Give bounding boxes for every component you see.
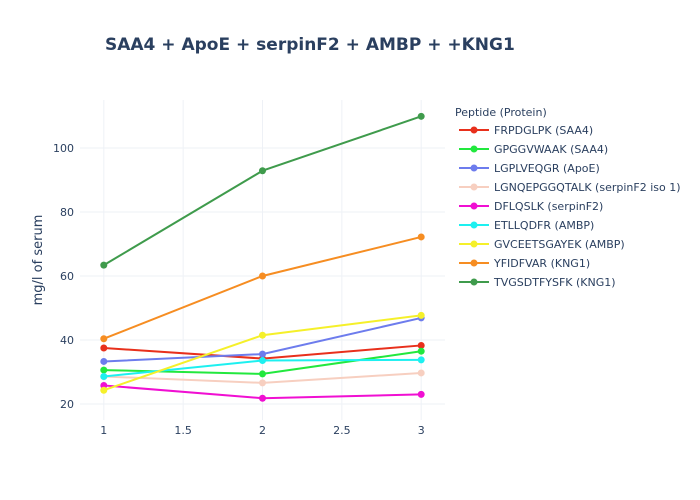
data-point[interactable] [100, 357, 108, 365]
y-axis-ticks: 20 40 60 80 100 [53, 142, 74, 411]
legend-item[interactable]: ETLLQDFR (AMBP) [459, 219, 594, 232]
data-point[interactable] [259, 394, 266, 402]
data-point[interactable] [259, 167, 266, 175]
series-9[interactable] [100, 112, 425, 269]
x-tick-label: 1 [100, 424, 107, 437]
legend[interactable]: Peptide (Protein) FRPDGLPK (SAA4) GPGGVWA… [455, 106, 681, 289]
legend-label: FRPDGLPK (SAA4) [494, 124, 593, 137]
y-tick-label: 40 [60, 334, 74, 347]
series-8[interactable] [100, 233, 425, 343]
legend-swatch-marker [470, 164, 478, 172]
legend-item[interactable]: TVGSDTFYSFK (KNG1) [459, 276, 616, 289]
data-point[interactable] [100, 381, 108, 389]
legend-swatch-marker [470, 278, 478, 286]
data-point[interactable] [259, 331, 266, 339]
x-tick-label: 3 [418, 424, 425, 437]
legend-swatch-marker [470, 126, 478, 134]
y-tick-label: 80 [60, 206, 74, 219]
legend-swatch-marker [470, 240, 478, 248]
legend-swatch-marker [470, 183, 478, 191]
data-point[interactable] [259, 370, 266, 378]
data-point[interactable] [100, 366, 108, 374]
series-5[interactable] [100, 381, 425, 402]
legend-label: ETLLQDFR (AMBP) [494, 219, 594, 232]
y-axis-label: mg/l of serum [31, 215, 46, 306]
y-tick-label: 100 [53, 142, 74, 155]
data-point[interactable] [417, 390, 425, 398]
legend-item[interactable]: GVCEETSGAYEK (AMBP) [459, 238, 625, 251]
legend-swatch-marker [470, 202, 478, 210]
legend-item[interactable]: LGNQEPGGQTALK (serpinF2 iso 1) [459, 181, 681, 194]
series-lines [100, 112, 425, 402]
data-point[interactable] [259, 379, 266, 387]
legend-label: TVGSDTFYSFK (KNG1) [493, 276, 616, 289]
legend-swatch-marker [470, 221, 478, 229]
data-point[interactable] [417, 233, 425, 241]
data-point[interactable] [259, 272, 266, 280]
grid-lines [80, 100, 445, 420]
data-point[interactable] [417, 356, 425, 364]
x-tick-label: 2.5 [333, 424, 351, 437]
legend-label: GVCEETSGAYEK (AMBP) [494, 238, 625, 251]
y-tick-label: 60 [60, 270, 74, 283]
series-7[interactable] [100, 311, 425, 394]
data-point[interactable] [417, 347, 425, 355]
data-point[interactable] [417, 311, 425, 319]
legend-label: LGPLVEQGR (ApoE) [494, 162, 600, 175]
data-point[interactable] [259, 356, 266, 364]
data-point[interactable] [259, 350, 266, 358]
chart-title: SAA4 + ApoE + serpinF2 + AMBP + +KNG1 [105, 35, 515, 55]
x-axis-ticks: 1 1.5 2 2.5 3 [100, 424, 424, 437]
legend-swatch-marker [470, 145, 478, 153]
data-point[interactable] [100, 335, 108, 343]
x-tick-label: 1.5 [174, 424, 192, 437]
legend-title: Peptide (Protein) [455, 106, 547, 119]
data-point[interactable] [100, 372, 108, 380]
data-point[interactable] [417, 112, 425, 120]
legend-item[interactable]: DFLQSLK (serpinF2) [459, 200, 603, 213]
legend-label: GPGGVWAAK (SAA4) [494, 143, 608, 156]
legend-label: YFIDFVAR (KNG1) [493, 257, 590, 270]
x-tick-label: 2 [259, 424, 266, 437]
y-tick-label: 20 [60, 398, 74, 411]
data-point[interactable] [100, 344, 108, 352]
data-point[interactable] [417, 369, 425, 377]
legend-label: LGNQEPGGQTALK (serpinF2 iso 1) [494, 181, 681, 194]
data-point[interactable] [100, 386, 108, 394]
legend-item[interactable]: FRPDGLPK (SAA4) [459, 124, 593, 137]
legend-item[interactable]: GPGGVWAAK (SAA4) [459, 143, 608, 156]
legend-swatch-marker [470, 259, 478, 267]
legend-label: DFLQSLK (serpinF2) [494, 200, 603, 213]
legend-item[interactable]: YFIDFVAR (KNG1) [459, 257, 590, 270]
legend-item[interactable]: LGPLVEQGR (ApoE) [459, 162, 600, 175]
data-point[interactable] [100, 261, 108, 269]
data-point[interactable] [417, 341, 425, 349]
